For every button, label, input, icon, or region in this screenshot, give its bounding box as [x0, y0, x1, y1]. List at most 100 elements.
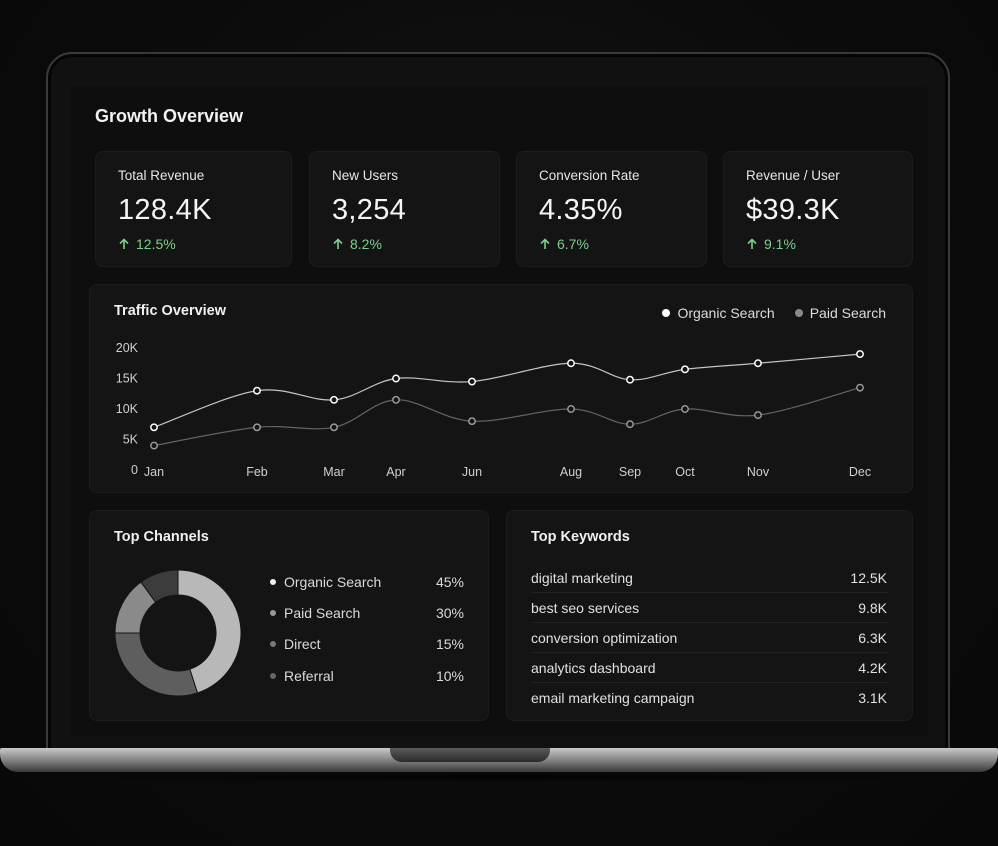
- stat-label: Conversion Rate: [539, 168, 640, 183]
- y-tick-label: 15K: [116, 372, 139, 386]
- keyword-row[interactable]: email marketing campaign 3.1K: [531, 683, 887, 713]
- stat-delta: 6.7%: [539, 236, 589, 252]
- laptop-notch: [390, 748, 550, 762]
- stat-delta-value: 6.7%: [557, 236, 589, 252]
- channel-pct: 45%: [435, 574, 464, 590]
- stat-card-total-revenue[interactable]: Total Revenue 128.4K 12.5%: [95, 151, 292, 267]
- arrow-up-icon: [747, 238, 757, 249]
- y-tick-label: 10K: [116, 402, 139, 416]
- legend-dot-icon: [794, 309, 803, 317]
- data-point[interactable]: [468, 417, 476, 426]
- channel-name: Organic Search: [270, 574, 381, 590]
- data-point[interactable]: [150, 423, 158, 432]
- legend-label: Organic Search: [677, 305, 775, 321]
- data-point[interactable]: [330, 423, 338, 432]
- data-point[interactable]: [150, 441, 158, 450]
- data-point[interactable]: [856, 383, 864, 392]
- channel-pct: 30%: [435, 605, 464, 621]
- legend-item-paid[interactable]: Paid Search: [794, 305, 886, 321]
- stat-delta-value: 8.2%: [350, 236, 382, 252]
- stat-value: 128.4K: [118, 194, 212, 226]
- stat-delta-value: 9.1%: [764, 236, 796, 252]
- data-point[interactable]: [856, 350, 864, 359]
- x-tick-label: Jan: [144, 465, 164, 479]
- channel-dot-icon: [270, 673, 276, 679]
- x-tick-label: Dec: [849, 465, 871, 479]
- stat-card-revenue-per-user[interactable]: Revenue / User $39.3K 9.1%: [723, 151, 913, 267]
- data-point[interactable]: [253, 386, 261, 395]
- keyword-row[interactable]: best seo services 9.8K: [531, 593, 887, 623]
- data-point[interactable]: [681, 405, 689, 413]
- channel-label: Referral: [284, 668, 334, 684]
- data-point[interactable]: [754, 411, 762, 420]
- chart-legend: Organic Search Paid Search: [662, 305, 886, 321]
- channel-dot-icon: [270, 579, 276, 585]
- stat-label: Revenue / User: [746, 168, 840, 183]
- legend-label: Paid Search: [809, 305, 886, 321]
- keyword-row[interactable]: conversion optimization 6.3K: [531, 623, 887, 653]
- keyword-row[interactable]: digital marketing 12.5K: [531, 563, 887, 593]
- x-tick-label: Mar: [323, 465, 345, 479]
- stat-value: $39.3K: [746, 194, 840, 226]
- keyword-count: 9.8K: [858, 599, 887, 616]
- y-tick-label: 0: [131, 463, 138, 477]
- data-point[interactable]: [567, 405, 575, 413]
- channel-label: Paid Search: [284, 605, 361, 621]
- stat-label: New Users: [332, 168, 399, 183]
- channel-name: Paid Search: [270, 605, 360, 621]
- data-point[interactable]: [626, 420, 634, 429]
- arrow-up-icon: [333, 238, 343, 249]
- channel-row[interactable]: Paid Search 30%: [270, 605, 464, 621]
- legend-dot-icon: [662, 309, 671, 317]
- stat-card-conversion-rate[interactable]: Conversion Rate 4.35% 6.7%: [516, 151, 707, 267]
- top-keywords-card: Top Keywords digital marketing 12.5K bes…: [506, 510, 913, 721]
- arrow-up-icon: [540, 238, 550, 249]
- data-point[interactable]: [468, 377, 476, 386]
- keyword-count: 3.1K: [858, 690, 887, 706]
- donut-slice[interactable]: [114, 632, 199, 697]
- channel-label: Direct: [284, 636, 321, 652]
- channel-row[interactable]: Organic Search 45%: [270, 574, 464, 590]
- keyword-count: 4.2K: [858, 659, 887, 676]
- donut-slice[interactable]: [177, 569, 242, 694]
- channel-dot-icon: [270, 610, 276, 616]
- stat-delta-value: 12.5%: [136, 236, 176, 252]
- channel-name: Referral: [270, 668, 334, 684]
- data-point[interactable]: [392, 374, 400, 383]
- y-tick-label: 5K: [123, 433, 139, 447]
- channel-row[interactable]: Direct 15%: [270, 636, 464, 652]
- data-point[interactable]: [681, 365, 689, 374]
- stat-value: 4.35%: [539, 194, 623, 226]
- keyword-term: analytics dashboard: [531, 659, 656, 676]
- page-title: Growth Overview: [95, 106, 244, 126]
- stat-card-new-users[interactable]: New Users 3,254 8.2%: [309, 151, 500, 267]
- keyword-term: digital marketing: [531, 569, 633, 586]
- channel-row[interactable]: Referral 10%: [270, 668, 464, 684]
- data-point[interactable]: [626, 375, 634, 384]
- traffic-line-chart: 0 5K 10K 15K 20K Jan Feb Mar Apr Jun Aug Sep Oct Nov D…: [116, 341, 871, 479]
- keyword-term: best seo services: [531, 599, 640, 616]
- series-line: [153, 387, 861, 447]
- data-point[interactable]: [330, 395, 338, 404]
- x-tick-label: Oct: [675, 465, 695, 479]
- data-point[interactable]: [253, 423, 261, 432]
- data-point[interactable]: [567, 359, 575, 368]
- keyword-term: conversion optimization: [531, 629, 678, 646]
- y-tick-label: 20K: [116, 341, 139, 355]
- keyword-count: 12.5K: [850, 569, 887, 586]
- legend-item-organic[interactable]: Organic Search: [662, 305, 775, 321]
- traffic-title: Traffic Overview: [114, 303, 227, 319]
- keyword-row[interactable]: analytics dashboard 4.2K: [531, 653, 887, 683]
- series-line: [153, 353, 861, 428]
- x-tick-label: Feb: [246, 465, 268, 479]
- data-point[interactable]: [392, 395, 400, 404]
- channel-pct: 15%: [435, 636, 464, 652]
- stat-value: 3,254: [332, 194, 407, 226]
- channels-title: Top Channels: [114, 529, 209, 545]
- x-tick-label: Sep: [619, 465, 641, 479]
- donut-slice[interactable]: [140, 569, 179, 603]
- arrow-up-icon: [119, 238, 129, 249]
- channel-pct: 10%: [435, 668, 464, 684]
- data-point[interactable]: [754, 359, 762, 368]
- laptop-shadow: [40, 772, 958, 782]
